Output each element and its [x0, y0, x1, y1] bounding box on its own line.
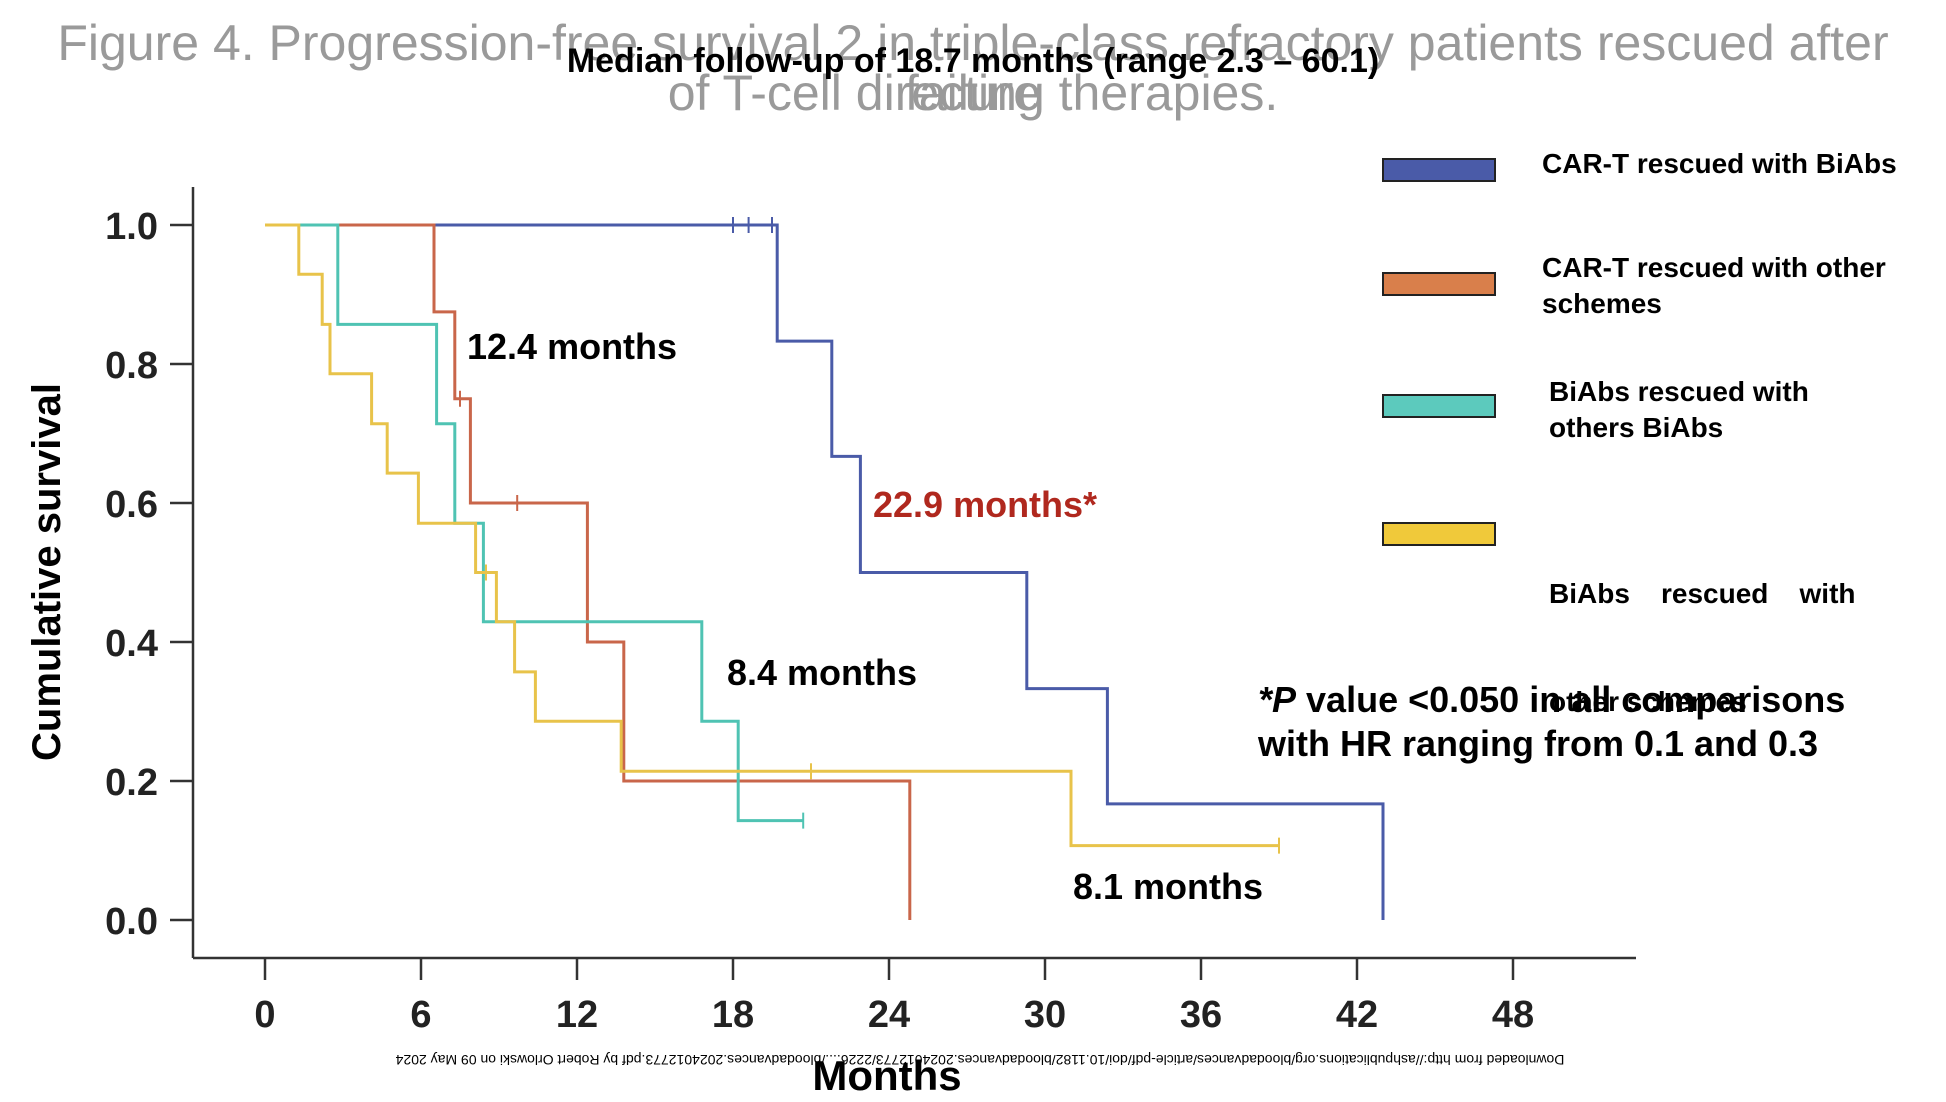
x-axis-title: Months — [812, 1052, 961, 1099]
legend-swatch-0 — [1382, 158, 1496, 182]
x-tick-label: 30 — [1024, 994, 1066, 1036]
y-tick-label: 0.8 — [105, 345, 158, 387]
series-3 — [265, 223, 1280, 854]
annotation-22-9: 22.9 months* — [873, 484, 1098, 525]
series-line-2 — [265, 223, 804, 823]
legend-swatch-3 — [1382, 522, 1496, 546]
x-tick-label: 6 — [410, 994, 431, 1036]
chart-subtitle: Median follow-up of 18.7 months (range 2… — [566, 42, 1380, 80]
x-tick-label: 24 — [868, 994, 910, 1036]
y-tick-label: 0.4 — [105, 623, 158, 665]
y-tick-label: 0.6 — [105, 484, 158, 526]
x-tick-label: 36 — [1180, 994, 1222, 1036]
y-tick-label: 1.0 — [105, 206, 158, 248]
series-line-3 — [265, 223, 1279, 848]
y-tick-label: 0.0 — [105, 901, 158, 943]
tick-layer: 0.0 0.2 0.4 0.6 0.8 1.0 0 6 12 18 24 30 36 42 48 Months… — [25, 206, 1534, 1099]
legend-swatch-2 — [1382, 394, 1496, 418]
legend-label-1: CAR-T rescued with other schemes — [1542, 252, 1886, 319]
legend-label-2: BiAbs rescued with others BiAbs — [1549, 376, 1809, 443]
series-0 — [265, 217, 1385, 920]
p-note-line2: with HR ranging from 0.1 and 0.3 — [1258, 723, 1819, 764]
series-layer — [265, 217, 1385, 920]
figure-title-line1: Figure 4. Progression-free survival 2 in… — [57, 15, 1889, 121]
annotation-12-4: 12.4 months — [467, 326, 678, 367]
p-note-line1: value <0.050 in all comparisons — [1296, 679, 1846, 720]
y-axis-title: Cumulative survival — [25, 383, 69, 761]
legend-label-3: BiAbs rescued with other schemes — [1549, 578, 1856, 717]
series-1 — [265, 223, 912, 920]
series-line-1 — [265, 223, 912, 920]
annotation-8-1: 8.1 months — [1073, 866, 1264, 907]
x-tick-label: 0 — [254, 994, 275, 1036]
series-2 — [265, 223, 805, 829]
y-tick-label: 0.2 — [105, 762, 158, 804]
annotation-8-4: 8.4 months — [727, 652, 918, 693]
p-note-prefix: *P — [1258, 679, 1297, 720]
series-line-0 — [265, 223, 1385, 920]
x-tick-label: 18 — [712, 994, 754, 1036]
legend-swatch-1 — [1382, 272, 1496, 296]
x-tick-label: 12 — [556, 994, 598, 1036]
x-tick-label: 42 — [1336, 994, 1378, 1036]
axes — [191, 187, 1636, 960]
download-note: Downloaded from http://ashpublications.o… — [395, 1052, 1565, 1068]
p-value-note: *P value <0.050 in all comparisons with … — [1258, 678, 1845, 766]
x-tick-label: 48 — [1492, 994, 1534, 1036]
figure-title-line2: of T-cell directing therapies. — [667, 65, 1279, 121]
legend-label-0: CAR-T rescued with BiAbs — [1542, 148, 1897, 179]
